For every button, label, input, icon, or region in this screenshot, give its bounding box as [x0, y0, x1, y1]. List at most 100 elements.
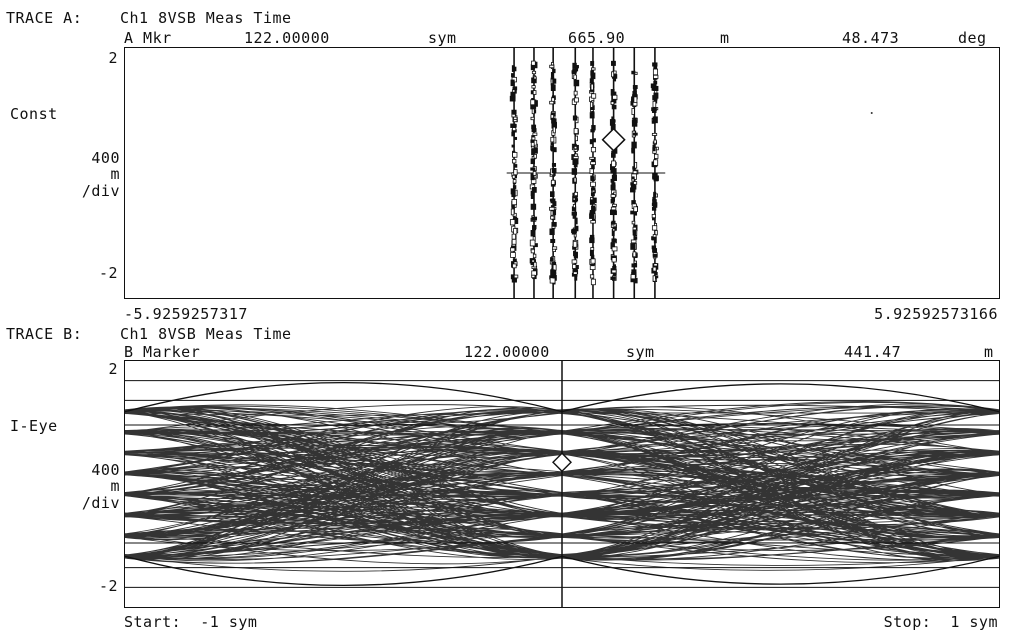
- constellation-point: [653, 263, 658, 267]
- constellation-point: [512, 185, 517, 189]
- constellation-point: [530, 190, 535, 196]
- constellation-point: [531, 216, 538, 221]
- constellation-point: [511, 174, 516, 179]
- constellation-point: [651, 213, 656, 219]
- constellation-point: [591, 176, 595, 182]
- constellation-point: [574, 217, 578, 225]
- constellation-point: [509, 219, 516, 226]
- trace-a-title: Ch1 8VSB Meas Time: [120, 9, 292, 27]
- constellation-point: [651, 107, 657, 112]
- constellation-point: [572, 264, 577, 269]
- constellation-point: [572, 241, 578, 248]
- constellation-point: [631, 147, 635, 153]
- trace-a-marker-z-unit: deg: [958, 29, 987, 47]
- constellation-point: [510, 252, 516, 258]
- eye-marker: [552, 452, 572, 473]
- constellation-point: [610, 168, 615, 174]
- constellation-point: [611, 150, 616, 154]
- constellation-point: [632, 229, 637, 236]
- constellation-point: [590, 61, 595, 66]
- constellation-point: [589, 139, 594, 145]
- constellation-point: [611, 246, 618, 252]
- trace-a-scale-unit: m: [110, 165, 120, 183]
- constellation-point: [590, 192, 595, 197]
- constellation-point: [654, 85, 657, 90]
- constellation-point: [513, 116, 518, 120]
- constellation-stray-point: [870, 112, 873, 114]
- constellation-point: [550, 142, 554, 146]
- constellation-point: [512, 127, 517, 132]
- trace-b-scale-value: 400: [91, 461, 120, 479]
- constellation-point: [550, 114, 554, 119]
- constellation-point: [549, 100, 555, 105]
- constellation-point: [550, 83, 555, 89]
- constellation-point: [573, 177, 577, 183]
- constellation-marker: [601, 127, 626, 152]
- constellation-point: [589, 156, 595, 160]
- constellation-point: [510, 79, 515, 87]
- constellation-point: [530, 249, 535, 254]
- constellation-point: [654, 153, 659, 159]
- constellation-point: [633, 132, 638, 136]
- constellation-point: [590, 247, 595, 251]
- constellation-point: [653, 139, 657, 144]
- constellation-point: [531, 70, 537, 75]
- constellation-point: [529, 239, 536, 247]
- constellation-point: [549, 191, 555, 198]
- constellation-point: [589, 274, 595, 279]
- constellation-point: [531, 128, 537, 133]
- constellation-point: [572, 204, 576, 208]
- constellation-point: [652, 234, 657, 238]
- constellation-point: [551, 221, 557, 227]
- constellation-point: [550, 238, 556, 244]
- constellation-point: [574, 97, 579, 103]
- constellation-point: [651, 225, 658, 231]
- constellation-point: [631, 176, 635, 180]
- constellation-point: [652, 275, 656, 282]
- constellation-point: [511, 198, 517, 206]
- constellation-point: [611, 269, 617, 274]
- constellation-point: [530, 173, 535, 181]
- constellation-point: [589, 213, 595, 219]
- constellation-point: [572, 115, 578, 121]
- constellation-point: [531, 85, 536, 89]
- constellation-point: [631, 120, 638, 127]
- constellation-point: [552, 126, 556, 134]
- trace-b-marker-x-unit: sym: [626, 343, 655, 361]
- trace-a-marker-y: 665.90: [568, 29, 626, 47]
- constellation-point: [574, 195, 578, 201]
- constellation-point: [572, 68, 577, 73]
- constellation-point: [530, 104, 536, 110]
- constellation-point: [631, 141, 637, 149]
- trace-a-scale-per: /div: [81, 182, 120, 200]
- constellation-point: [550, 257, 554, 262]
- constellation-point: [610, 242, 615, 248]
- constellation-point: [533, 139, 538, 146]
- constellation-point: [550, 136, 555, 143]
- constellation-point: [633, 206, 638, 212]
- constellation-point: [552, 78, 557, 84]
- constellation-point: [610, 276, 616, 280]
- constellation-point: [591, 93, 597, 99]
- constellation-point: [573, 146, 578, 150]
- constellation-point: [630, 239, 637, 244]
- constellation-point: [610, 89, 615, 96]
- constellation-point: [611, 152, 616, 158]
- constellation-point: [511, 131, 515, 137]
- constellation-point: [551, 162, 557, 167]
- constellation-point: [611, 104, 617, 110]
- trace-a-marker-x: 122.00000: [244, 29, 330, 47]
- constellation-point: [632, 251, 637, 258]
- constellation-point: [633, 260, 637, 264]
- constellation-point: [612, 264, 616, 269]
- constellation-point: [510, 208, 515, 216]
- constellation-point: [651, 132, 658, 136]
- constellation-point: [652, 116, 658, 124]
- constellation-point: [573, 90, 578, 96]
- constellation-point: [533, 154, 537, 159]
- constellation-point: [611, 257, 617, 263]
- constellation-point: [633, 236, 638, 240]
- trace-a-y-bottom: -2: [98, 264, 118, 282]
- constellation-point: [512, 110, 517, 115]
- constellation-point: [590, 181, 596, 187]
